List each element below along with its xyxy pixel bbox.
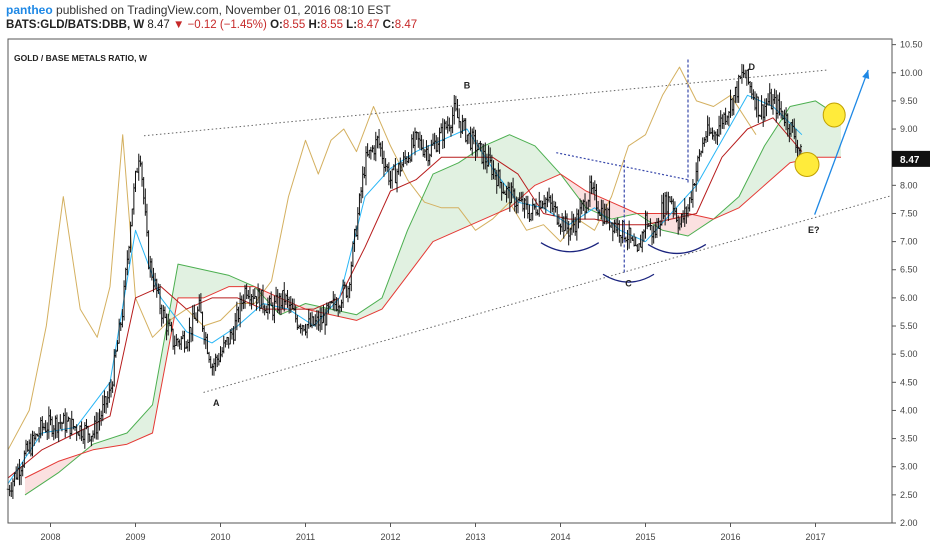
y-tick-label: 9.50 [900,96,918,106]
indicator-lines [7,66,842,496]
x-tick-label: 2014 [550,532,570,542]
y-tick-label: 2.50 [900,490,918,500]
y-tick-label: 9.00 [900,124,918,134]
cloud-segment [739,145,765,208]
close-value: 8.47 [394,19,418,31]
price-chart[interactable]: A B C D E? 2.00 2.50 3.00 3.50 4.00 4.50 5.00 5.50 6… [0,38,932,550]
cloud-segment [203,269,229,298]
cloud-segment [25,461,59,495]
cloud-segment [178,264,204,298]
y-tick-label: 4.00 [900,405,918,415]
highlight-circle-cloud [822,102,846,128]
cloud-segment [127,404,153,445]
high-label: H: [308,19,321,31]
annotation-label-c: C [625,279,632,289]
author-name[interactable]: pantheo [6,3,53,17]
senkou-a-line [24,100,842,496]
right-shoulder-arc [647,243,707,254]
cloud-segment [407,174,433,276]
left-shoulder-arc [540,242,600,253]
y-tick-label: 2.00 [900,518,918,528]
annotation-label-d: D [749,62,756,72]
symbol-line: BATS:GLD/BATS:DBB, W 8.47 ▼ −0.12 (−1.45… [6,19,417,31]
publish-line: pantheo published on TradingView.com, No… [6,3,391,17]
plot-frame [7,38,893,524]
cloud-segment [152,264,178,433]
x-tick-label: 2016 [720,532,740,542]
neckline [556,152,689,181]
x-tick-label: 2012 [380,532,400,542]
cloud-segment [688,213,714,236]
published-text: published on TradingView.com, November 0… [56,3,391,17]
axes: 2.00 2.50 3.00 3.50 4.00 4.50 5.00 5.50 6.00 6.50… [40,40,930,542]
senkou-b-line [24,156,841,479]
y-tick-label: 10.00 [900,68,923,78]
x-tick-label: 2011 [296,532,315,542]
change-value: ▼ −0.12 (−1.45%) [173,19,267,31]
x-tick-label: 2013 [465,532,485,542]
y-tick-label: 5.50 [900,321,918,331]
y-tick-label: 10.50 [900,40,923,50]
cloud-segment [662,213,688,236]
annotation-label-b: B [464,81,471,91]
last-value: 8.47 [147,19,170,31]
lower-trendline [203,194,893,393]
cloud-segment [382,230,408,310]
tenkan-line [7,94,803,484]
x-tick-label: 2015 [635,532,655,542]
highlight-circle-price [794,152,820,178]
y-tick-label: 3.50 [900,434,918,444]
projection-arrow [814,69,869,215]
upper-trendline [143,69,829,137]
chikou-line [7,66,757,451]
cloud-segment [509,134,535,208]
annotation-label-eq: E? [808,225,820,235]
low-value: 8.47 [357,19,380,31]
x-tick-label: 2008 [40,532,60,542]
x-tick-label: 2009 [125,532,145,542]
chart-header: pantheo published on TradingView.com, No… [0,0,932,38]
y-tick-label: 8.00 [900,180,918,190]
y-tick-label: 6.00 [900,293,918,303]
price-series [6,63,802,499]
y-tick-label: 5.00 [900,349,918,359]
cloud-segment [535,145,561,186]
open-label: O: [270,19,283,31]
symbol-name[interactable]: BATS:GLD/BATS:DBB, W [6,19,145,31]
cloud-segment [433,162,459,242]
cloud-segment [331,309,357,321]
y-tick-label: 4.50 [900,377,918,387]
open-value: 8.55 [282,19,306,31]
last-price-label: 8.47 [900,155,920,166]
close-label: C: [382,19,395,31]
cloud-segment [458,145,484,231]
projection-arrow-head [862,69,870,79]
head-arc [602,273,655,283]
cloud-segment [356,297,382,321]
cloud-segment [764,106,790,186]
y-tick-label: 7.50 [900,208,918,218]
y-tick-label: 6.50 [900,265,918,275]
high-value: 8.55 [320,19,343,31]
drawings: A B C D E? [143,58,893,408]
kijun-line [7,117,803,479]
y-tick-label: 3.00 [900,462,918,472]
x-tick-label: 2017 [805,532,825,542]
last-price-marker [892,150,930,167]
chart-title: GOLD / BASE METALS RATIO, W [14,53,148,63]
annotation-label-a: A [213,398,220,408]
y-tick-label: 7.00 [900,237,918,247]
x-tick-label: 2010 [210,532,230,542]
low-label: L: [346,19,358,31]
